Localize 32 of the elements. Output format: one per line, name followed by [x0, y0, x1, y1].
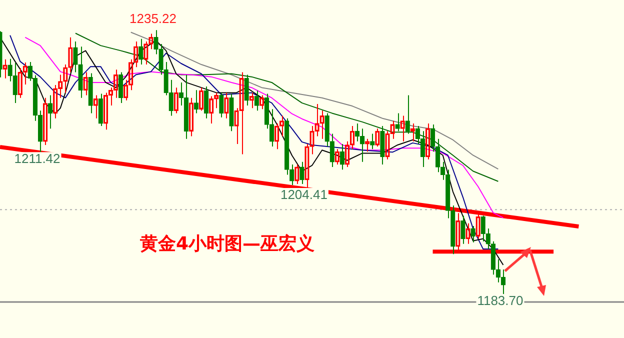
candlestick: [300, 161, 304, 184]
candlestick: [204, 86, 209, 119]
annotation: 1235.22: [130, 11, 176, 26]
candlestick: [324, 112, 330, 148]
candlestick: [254, 90, 259, 112]
candlestick: [460, 215, 466, 244]
candlestick: [73, 40, 78, 73]
candlestick: [78, 46, 83, 98]
text: 黄金4小时图—巫宏义: [139, 234, 315, 255]
candlestick: [330, 133, 334, 168]
candlestick: [229, 93, 234, 132]
candlestick: [290, 164, 294, 186]
candlestick: [244, 74, 249, 106]
candlestick: [138, 38, 144, 66]
candlestick: [490, 240, 496, 276]
candlestick: [470, 225, 476, 243]
candlestick: [98, 93, 103, 127]
candlestick: [370, 133, 375, 150]
candlestick: [194, 90, 199, 114]
candlestick: [405, 94, 410, 134]
candlestick: [284, 118, 290, 176]
annotation: 1211.42: [14, 151, 60, 166]
candlestick: [395, 112, 400, 132]
candlestick: [118, 72, 124, 104]
annotation: 1183.70: [477, 293, 524, 308]
candlestick: [380, 126, 385, 165]
candlestick: [450, 204, 456, 255]
annotation: 1204.41: [280, 187, 328, 202]
candlestick: [340, 143, 345, 170]
candlestick: [48, 94, 53, 130]
candlestick: [219, 92, 224, 118]
candlestick: [88, 72, 93, 114]
